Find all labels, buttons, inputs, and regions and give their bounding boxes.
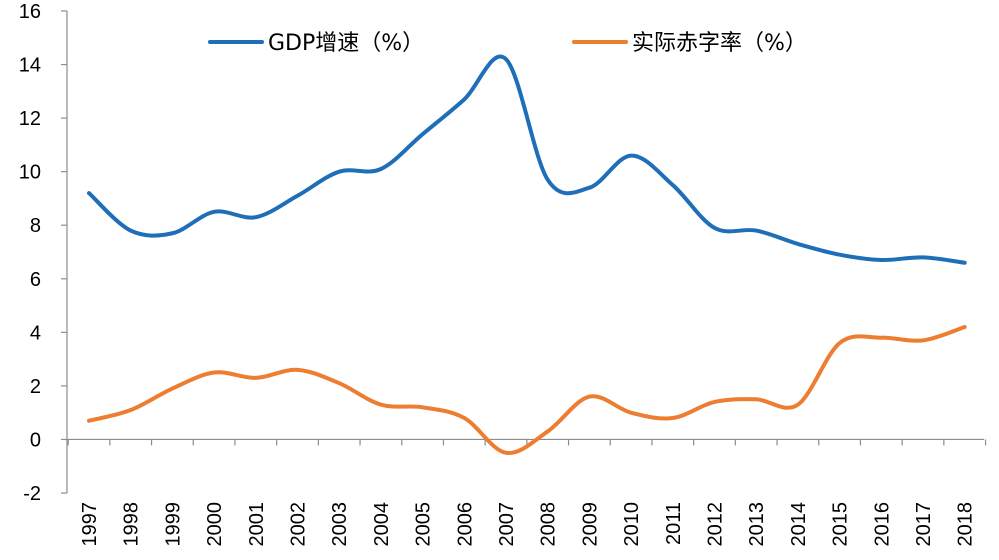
- legend-label-actual-deficit-rate: 实际赤字率（%）: [632, 31, 807, 56]
- x-tick-label: 2010: [621, 502, 643, 547]
- x-tick-label: 2008: [538, 502, 560, 547]
- x-tick-label: 2007: [496, 502, 518, 547]
- x-tick-label: 2011: [663, 502, 685, 545]
- x-tick-label: 1999: [162, 502, 184, 547]
- x-tick-label: 2000: [204, 502, 226, 547]
- y-tick-label: 8: [30, 215, 41, 237]
- x-tick-label: 2012: [705, 502, 727, 547]
- y-tick-label: 14: [19, 55, 41, 77]
- x-tick-label: 2018: [955, 502, 977, 547]
- y-tick-label: 6: [30, 269, 41, 291]
- x-tick-label: 2005: [413, 502, 435, 547]
- series-line-gdp-growth: [87, 54, 967, 265]
- y-tick-label: 4: [30, 322, 41, 344]
- chart-series: [87, 54, 967, 455]
- x-tick-label: 2016: [871, 502, 893, 547]
- x-tick-label: 2004: [371, 502, 393, 547]
- x-tick-label: 2015: [830, 502, 852, 547]
- chart-axes: -2 0 2 4 6 8 10 12 14 16 1997 1998 1999 2000 2001 2002 2…: [19, 1, 987, 547]
- y-tick-label: 16: [19, 1, 41, 23]
- x-tick-label: 2014: [788, 502, 810, 547]
- y-tick-label: 0: [30, 429, 41, 451]
- legend-label-gdp-growth: GDP增速（%）: [268, 31, 424, 56]
- y-tick-label: -2: [23, 483, 41, 505]
- series-line-actual-deficit-rate: [87, 324, 967, 455]
- x-tick-label: 2006: [454, 502, 476, 547]
- y-tick-label: 2: [30, 376, 41, 398]
- chart-legend: GDP增速（%） 实际赤字率（%）: [208, 31, 807, 56]
- x-tick-label: 1997: [79, 502, 101, 547]
- x-tick-label: 2009: [579, 502, 601, 547]
- y-tick-label: 10: [19, 162, 41, 184]
- y-tick-label: 12: [19, 108, 41, 130]
- x-tick-label: 2002: [288, 502, 310, 547]
- x-tick-label: 2017: [913, 502, 935, 547]
- x-tick-label: 2001: [246, 502, 268, 547]
- x-tick-label: 2003: [329, 502, 351, 547]
- x-tick-label: 1998: [121, 502, 143, 547]
- x-tick-label: 2013: [746, 502, 768, 547]
